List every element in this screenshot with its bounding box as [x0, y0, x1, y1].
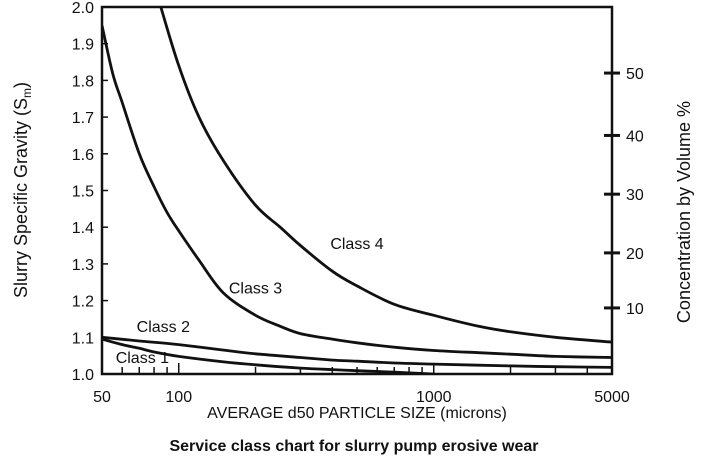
y-tick-label-1-9: 1.9: [72, 37, 94, 54]
series-class-2-label: Class 2: [137, 319, 190, 336]
x-tick-label-1000: 1000: [416, 389, 452, 406]
chart-caption: Service class chart for slurry pump eros…: [169, 438, 539, 455]
y2-axis-title: Concentration by Volume %: [674, 101, 694, 323]
x-axis-title: AVERAGE d50 PARTICLE SIZE (microns): [207, 405, 507, 422]
x-tick-label-50: 50: [93, 389, 111, 406]
series-class-1-line: [102, 337, 434, 374]
series-class-3-line: [102, 25, 612, 359]
y2-tick-label-40: 40: [626, 128, 644, 145]
y2-tick-label-50: 50: [626, 66, 644, 83]
labels-group: 50 100 1000 5000 1.0 1.1 1.2 1.3 1.4 1.5 1.6 1.7 1.8…: [72, 0, 644, 406]
y-tick-label-1-1: 1.1: [72, 330, 94, 347]
y-tick-label-1-5: 1.5: [72, 184, 94, 201]
series-class-4-line: [159, 7, 612, 344]
series-class-4-label: Class 4: [330, 236, 383, 253]
y-tick-label-1-6: 1.6: [72, 147, 94, 164]
y-tick-label-1-8: 1.8: [72, 73, 94, 90]
y-axis-title-sub: m: [20, 88, 34, 98]
y2-tick-label-20: 20: [626, 246, 644, 263]
y-tick-label-1-0: 1.0: [72, 367, 94, 384]
x-tick-label-5000: 5000: [594, 389, 630, 406]
y-tick-label-1-7: 1.7: [72, 110, 94, 127]
y-axis-title: Slurry Specific Gravity (Sm): [11, 82, 34, 298]
y-tick-label-1-3: 1.3: [72, 257, 94, 274]
y-axis-title-close: ): [11, 82, 31, 88]
y-tick-label-1-4: 1.4: [72, 220, 94, 237]
series-class-1-label: Class 1: [116, 350, 169, 367]
y-tick-label-1-2: 1.2: [72, 294, 94, 311]
y-axis-title-main: Slurry Specific Gravity (S: [11, 98, 31, 298]
y2-tick-label-10: 10: [626, 301, 644, 318]
y-tick-label-2-0: 2.0: [72, 0, 94, 17]
curves-group: [102, 7, 612, 374]
series-class-3-label: Class 3: [229, 280, 282, 297]
series-class-2-line: [102, 335, 612, 369]
y2-tick-label-30: 30: [626, 187, 644, 204]
x-tick-label-100: 100: [165, 389, 192, 406]
